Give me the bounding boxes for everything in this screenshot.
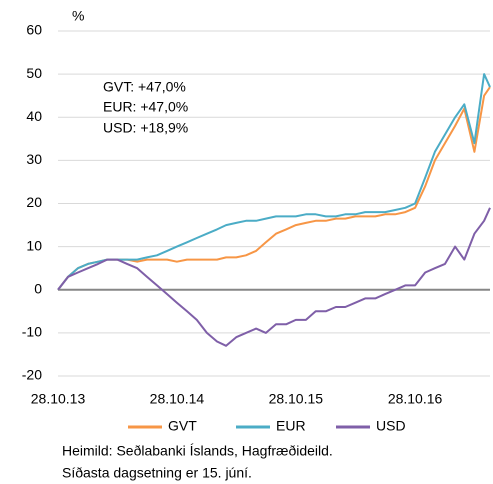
y-tick-label: -10 bbox=[22, 324, 42, 340]
x-tick-label: 28.10.16 bbox=[388, 391, 443, 407]
y-tick-label: 0 bbox=[34, 280, 42, 296]
legend-label: USD bbox=[376, 418, 406, 434]
series-line bbox=[57, 207, 491, 347]
y-tick-label: 50 bbox=[26, 65, 42, 81]
y-tick-label: 30 bbox=[26, 151, 42, 167]
y-tick-label: 10 bbox=[26, 237, 42, 253]
y-tick-label: 20 bbox=[26, 194, 42, 210]
y-unit-label: % bbox=[72, 8, 84, 24]
series-line bbox=[57, 73, 491, 291]
legend-label: EUR bbox=[276, 418, 306, 434]
x-tick-label: 28.10.15 bbox=[269, 391, 324, 407]
footnote: Heimild: Seðlabanki Íslands, Hagfræðidei… bbox=[62, 443, 333, 459]
annotation: USD: +18,9% bbox=[103, 120, 188, 136]
annotation: EUR: +47,0% bbox=[103, 99, 188, 115]
annotation: GVT: +47,0% bbox=[103, 79, 186, 95]
legend-label: GVT bbox=[168, 418, 197, 434]
y-tick-label: 60 bbox=[26, 22, 42, 38]
footnote: Síðasta dagsetning er 15. júní. bbox=[62, 465, 252, 481]
y-tick-label: 40 bbox=[26, 108, 42, 124]
x-tick-label: 28.10.14 bbox=[150, 391, 205, 407]
y-tick-label: -20 bbox=[22, 367, 42, 383]
x-tick-label: 28.10.13 bbox=[31, 391, 86, 407]
